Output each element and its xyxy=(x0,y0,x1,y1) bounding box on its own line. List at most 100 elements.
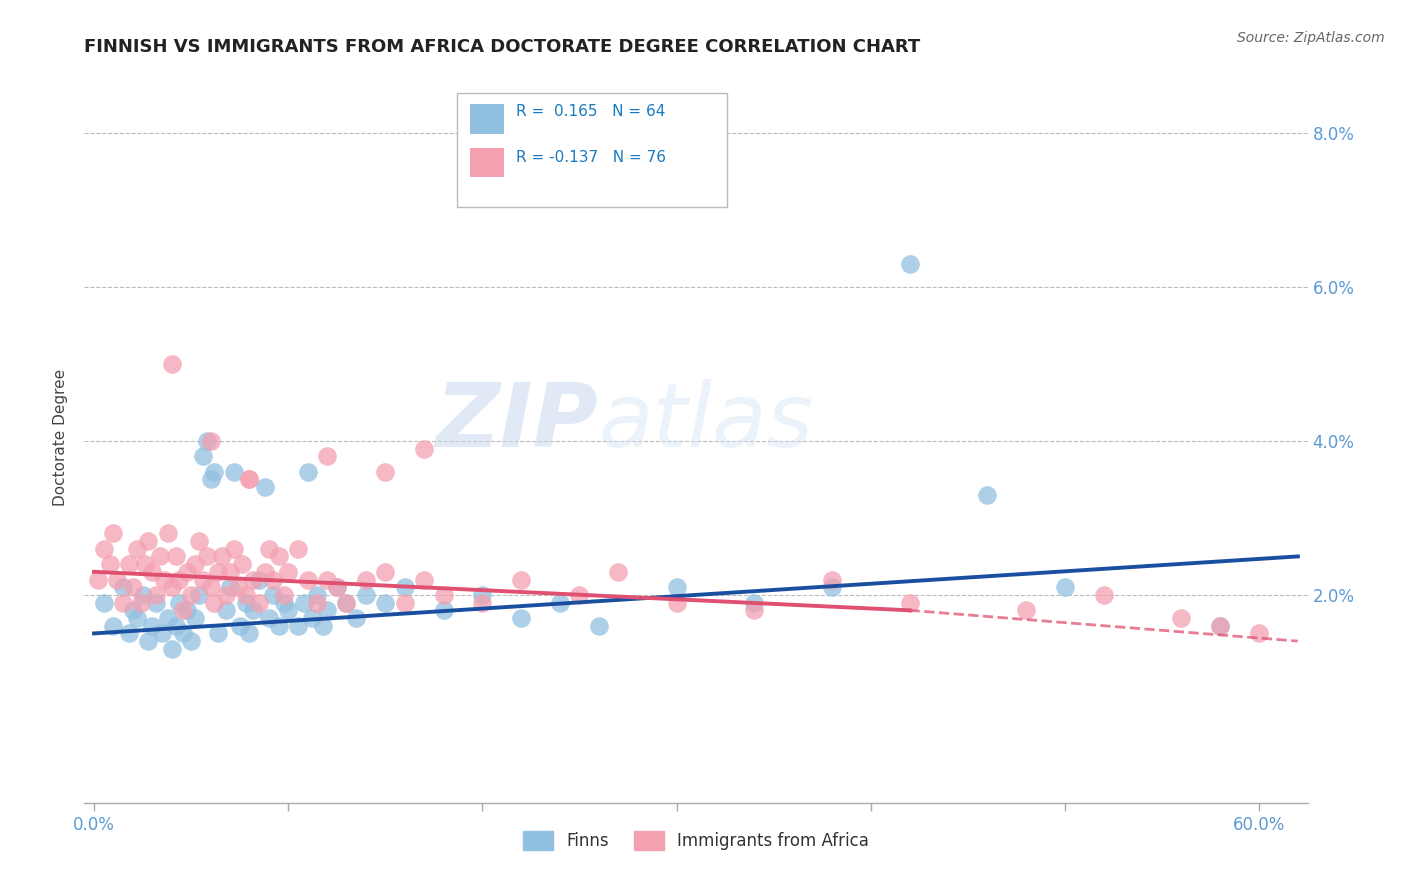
Point xyxy=(253,480,276,494)
Text: FINNISH VS IMMIGRANTS FROM AFRICA DOCTORATE DEGREE CORRELATION CHART: FINNISH VS IMMIGRANTS FROM AFRICA DOCTOR… xyxy=(84,38,921,56)
Point xyxy=(93,541,115,556)
Point xyxy=(257,541,280,556)
Point xyxy=(160,357,183,371)
Point xyxy=(172,626,194,640)
Point xyxy=(1209,618,1232,632)
Point xyxy=(1247,626,1270,640)
Point xyxy=(160,580,183,594)
Text: R =  0.165   N = 64: R = 0.165 N = 64 xyxy=(516,104,665,120)
Point xyxy=(156,526,179,541)
Point xyxy=(316,450,339,464)
Point xyxy=(326,580,349,594)
Point xyxy=(665,596,688,610)
Point xyxy=(228,618,250,632)
Point xyxy=(262,588,284,602)
Text: atlas: atlas xyxy=(598,379,813,466)
Point xyxy=(267,618,290,632)
Point xyxy=(326,580,349,594)
FancyBboxPatch shape xyxy=(457,94,727,207)
Point xyxy=(195,549,218,564)
Point xyxy=(165,618,187,632)
Point xyxy=(253,565,276,579)
Point xyxy=(184,557,207,571)
Point xyxy=(301,611,323,625)
Point xyxy=(262,573,284,587)
Point xyxy=(1170,611,1192,625)
Point xyxy=(149,549,172,564)
Point xyxy=(200,434,222,448)
Point xyxy=(226,580,249,594)
Point xyxy=(160,641,183,656)
Point xyxy=(176,603,198,617)
Point xyxy=(344,611,367,625)
Text: Source: ZipAtlas.com: Source: ZipAtlas.com xyxy=(1237,31,1385,45)
Point xyxy=(195,434,218,448)
Point xyxy=(312,618,335,632)
Text: R = -0.137   N = 76: R = -0.137 N = 76 xyxy=(516,150,666,165)
Bar xyxy=(470,148,503,178)
Point xyxy=(153,573,176,587)
Point xyxy=(169,596,191,610)
Point xyxy=(222,541,245,556)
Point xyxy=(103,526,125,541)
Point xyxy=(129,596,152,610)
Point xyxy=(125,541,148,556)
Point xyxy=(211,549,233,564)
Point xyxy=(235,588,257,602)
Point xyxy=(471,588,494,602)
Point xyxy=(1015,603,1038,617)
Point xyxy=(141,565,163,579)
Bar xyxy=(470,104,503,134)
Point xyxy=(374,596,396,610)
Point xyxy=(200,472,222,486)
Point xyxy=(138,634,160,648)
Point xyxy=(335,596,357,610)
Point xyxy=(394,580,416,594)
Point xyxy=(267,549,290,564)
Point xyxy=(413,442,436,456)
Point xyxy=(742,603,765,617)
Point xyxy=(510,611,533,625)
Point xyxy=(316,603,339,617)
Point xyxy=(316,573,339,587)
Point xyxy=(548,596,571,610)
Point xyxy=(471,596,494,610)
Point xyxy=(207,626,229,640)
Point xyxy=(277,603,299,617)
Point xyxy=(122,580,145,594)
Point xyxy=(277,565,299,579)
Point xyxy=(976,488,998,502)
Point xyxy=(165,549,187,564)
Point xyxy=(297,573,319,587)
Point xyxy=(242,603,264,617)
Point xyxy=(231,557,253,571)
Point xyxy=(125,611,148,625)
Point xyxy=(176,565,198,579)
Point xyxy=(568,588,591,602)
Point xyxy=(898,596,921,610)
Point xyxy=(219,565,242,579)
Point xyxy=(134,557,156,571)
Point xyxy=(287,541,309,556)
Point xyxy=(215,603,238,617)
Point xyxy=(238,626,260,640)
Point xyxy=(238,472,260,486)
Point xyxy=(180,634,202,648)
Point xyxy=(665,580,688,594)
Point xyxy=(169,573,191,587)
Point xyxy=(588,618,610,632)
Point xyxy=(219,580,242,594)
Point xyxy=(247,573,270,587)
Point xyxy=(200,580,222,594)
Point xyxy=(118,557,141,571)
Point xyxy=(742,596,765,610)
Point xyxy=(292,596,315,610)
Point xyxy=(207,565,229,579)
Point xyxy=(187,534,209,549)
Point xyxy=(307,588,329,602)
Text: ZIP: ZIP xyxy=(436,379,598,466)
Point xyxy=(191,450,214,464)
Point xyxy=(98,557,121,571)
Point xyxy=(607,565,630,579)
Point xyxy=(184,611,207,625)
